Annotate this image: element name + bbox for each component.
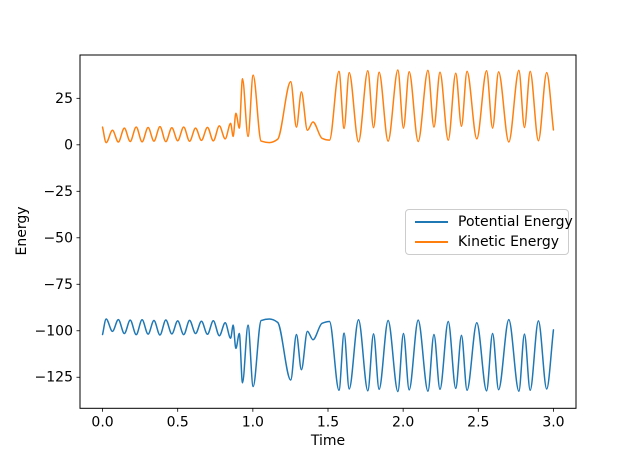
series-line-potential-energy [101,318,555,393]
x-tick-label: 2.5 [467,414,489,430]
x-tick-label: 0.0 [91,414,113,430]
x-tick-label: 0.5 [167,414,189,430]
legend: Potential Energy Kinetic Energy [405,209,573,255]
legend-label-potential: Potential Energy [458,213,573,230]
y-tick-label: 0 [64,137,73,153]
y-tick-label: −50 [43,230,73,246]
legend-line-sample-potential [415,220,448,223]
x-tick-label: 2.0 [392,414,414,430]
x-tick-label: 1.5 [317,414,339,430]
y-tick-label: −25 [43,184,73,200]
legend-label-kinetic: Kinetic Energy [458,234,560,251]
series-line-kinetic-energy [101,69,555,144]
legend-item-potential-energy: Potential Energy [406,213,573,231]
y-tick-label: 25 [55,91,73,107]
x-tick-label: 1.0 [242,414,264,430]
y-tick-label: −75 [43,277,73,293]
y-axis-label: Energy [14,206,30,256]
y-tick-label: −100 [35,323,73,339]
legend-line-sample-kinetic [415,241,448,244]
legend-item-kinetic-energy: Kinetic Energy [406,233,568,251]
x-axis-label: Time [310,433,346,449]
x-tick-label: 3.0 [542,414,564,430]
y-tick-label: −125 [35,370,73,386]
